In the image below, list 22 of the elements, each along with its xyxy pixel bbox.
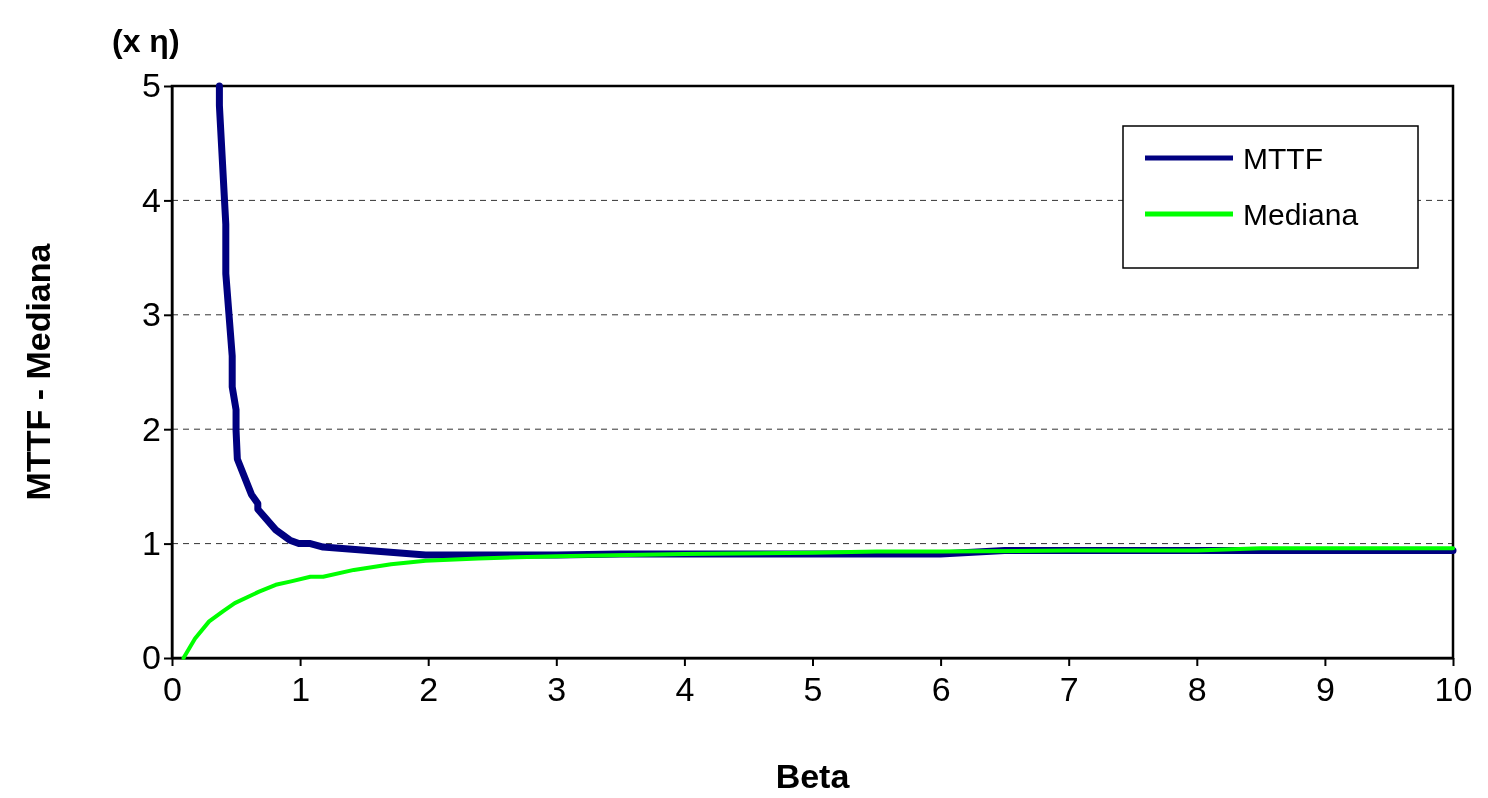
y-tick-label: 5 (142, 66, 161, 105)
y-tick-label: 2 (142, 409, 161, 448)
x-tick-label: 6 (931, 670, 951, 709)
x-axis-title: Beta (775, 757, 851, 795)
x-tick-label: 4 (675, 670, 695, 709)
y-tick-label: 1 (142, 523, 161, 562)
text: (x η) (112, 23, 180, 59)
x-tick-label: 10 (1434, 670, 1473, 709)
line-series (181, 546, 1455, 660)
y-tick-label: 3 (142, 295, 161, 334)
legend-label: MTTF (1243, 142, 1323, 175)
x-tick-label: 3 (547, 670, 567, 709)
y-tick-label: 0 (142, 638, 161, 677)
x-tick-label: 8 (1187, 670, 1207, 709)
x-tick-label: 1 (291, 670, 311, 709)
x-tick-label: 2 (419, 670, 439, 709)
legend-label: Mediana (1243, 198, 1359, 231)
y-axis-title: MTTF - Mediana (19, 242, 57, 501)
x-tick-label: 5 (803, 670, 823, 709)
x-tick-label: 9 (1315, 670, 1335, 709)
y-tick-label: 4 (142, 180, 161, 219)
x-tick-label: 7 (1059, 670, 1079, 709)
